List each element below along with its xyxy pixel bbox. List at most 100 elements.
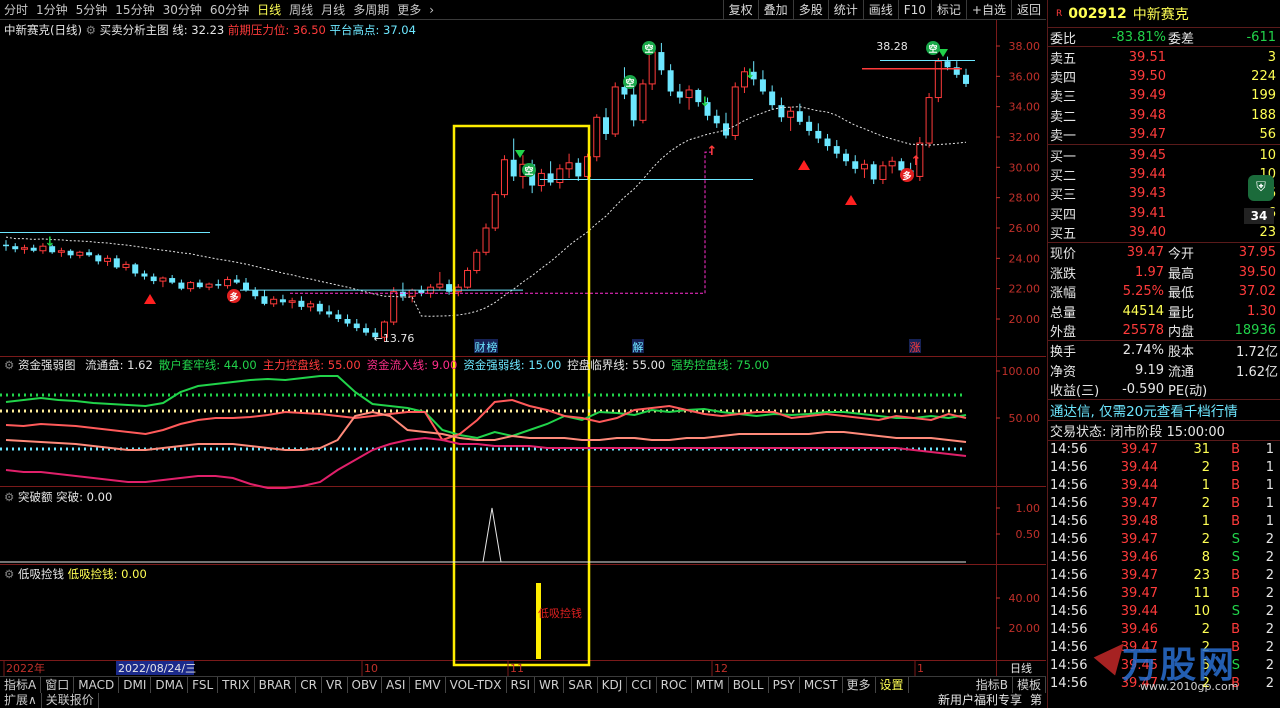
period-tab[interactable]: 15分钟 <box>115 2 155 17</box>
period-tab[interactable]: 5分钟 <box>75 2 108 17</box>
book-row[interactable]: 买一 39.45 10 <box>1050 147 1276 165</box>
indicator-tab[interactable]: VOL-TDX <box>446 677 507 693</box>
y-tick-label: 32.00 <box>1009 131 1041 144</box>
candle-body <box>704 102 711 116</box>
buy-book: 买一39.4510买二39.4410买三39.436买四39.416买五39.4… <box>1048 145 1280 244</box>
period-tab[interactable]: 周线 <box>289 2 314 17</box>
indicator-tab[interactable]: SAR <box>564 677 598 693</box>
tick-row[interactable]: 14:56 39.46 8 S 2 <box>1048 549 1280 568</box>
book-row[interactable]: 卖一 39.47 56 <box>1050 127 1276 145</box>
indicator-tab[interactable]: BOLL <box>729 677 769 693</box>
indicator-tab[interactable]: 指标A <box>0 677 42 693</box>
book-row[interactable]: 卖五 39.51 3 <box>1050 49 1276 67</box>
indicator-tab[interactable]: MTM <box>692 677 729 693</box>
tick-row[interactable]: 14:56 39.47 11 B 2 <box>1048 585 1280 604</box>
indicator-tab-right[interactable]: 模板 <box>1013 677 1046 693</box>
panel4-name[interactable]: 低吸捡钱 <box>17 567 64 581</box>
cursor-date-bg <box>116 661 194 675</box>
indicator-tab[interactable]: ASI <box>382 677 411 693</box>
settings-icon[interactable]: ⚙ <box>85 23 96 37</box>
book-row[interactable]: 卖二 39.48 188 <box>1050 107 1276 125</box>
panel2-name[interactable]: 资金强弱图 <box>17 358 76 372</box>
status-page[interactable]: 第 <box>1029 693 1042 707</box>
candle-body <box>953 67 960 75</box>
tick-row[interactable]: 14:56 39.44 2 B 1 <box>1048 459 1280 478</box>
related-quote-button[interactable]: 关联报价 <box>42 693 99 708</box>
indicator-name[interactable]: 买卖分析主图 <box>99 23 169 37</box>
candle-body <box>436 283 444 288</box>
indicator-tab-right[interactable]: 指标B <box>972 677 1013 693</box>
tick-row[interactable]: 14:56 39.47 2 S 2 <box>1048 531 1280 550</box>
period-tab[interactable]: 分时 <box>4 2 29 17</box>
toolbar-button[interactable]: 多股 <box>792 0 828 20</box>
indicator-tab[interactable]: TRIX <box>218 677 255 693</box>
expand-button[interactable]: 扩展∧ <box>0 693 42 708</box>
indicator-tab[interactable]: DMI <box>119 677 152 693</box>
book-row[interactable]: 买五 39.40 23 <box>1050 225 1276 243</box>
indicator-tab[interactable]: OBV <box>348 677 383 693</box>
indicator-tab[interactable]: BRAR <box>255 677 297 693</box>
tick-row[interactable]: 14:56 39.47 2 B 2 <box>1048 639 1280 658</box>
tick-row[interactable]: 14:56 39.44 10 S 2 <box>1048 603 1280 622</box>
toolbar-button[interactable]: 统计 <box>827 0 863 20</box>
tick-row[interactable]: 14:56 39.45 5 S 2 <box>1048 657 1280 676</box>
tick-row[interactable]: 14:56 39.47 23 B 2 <box>1048 567 1280 586</box>
toolbar-button[interactable]: +自选 <box>965 0 1011 20</box>
shield-icon[interactable]: ⛨ <box>1248 175 1274 201</box>
indicator-tab[interactable]: 更多 <box>843 677 876 693</box>
indicator-tab[interactable]: PSY <box>769 677 800 693</box>
tick-row[interactable]: 14:56 39.44 1 B 1 <box>1048 477 1280 496</box>
settings-icon[interactable]: ⚙ <box>4 358 15 372</box>
toolbar-button[interactable]: F10 <box>897 0 931 20</box>
promo-link[interactable]: 通达信, 仅需20元查看千档行情 <box>1048 400 1280 422</box>
tick-row[interactable]: 14:56 39.47 31 B 1 <box>1048 441 1280 460</box>
panel3-title: ⚙ 突破额 突破: 0.00 <box>4 489 112 505</box>
event-mark-bg <box>474 339 486 353</box>
toolbar-button[interactable]: 画线 <box>862 0 898 20</box>
period-tab[interactable]: 月线 <box>321 2 346 17</box>
toolbar-button[interactable]: 标记 <box>930 0 966 20</box>
period-tab[interactable]: 日线 <box>257 2 282 17</box>
toolbar-button[interactable]: 复权 <box>722 0 758 20</box>
candle-body <box>446 284 453 292</box>
period-tab[interactable]: 60分钟 <box>209 2 250 17</box>
tick-row[interactable]: 14:56 39.48 1 B 1 <box>1048 513 1280 532</box>
period-tab[interactable]: 更多 <box>397 2 422 17</box>
kline-chart[interactable]: 38.00 36.00 34.00 32.00 30.00 28.00 26.00 24.00… <box>0 20 1046 676</box>
panel3-name[interactable]: 突破额 <box>17 490 53 504</box>
new-user-promo[interactable]: 新用户福利专享 <box>937 693 1022 707</box>
indicator-tab[interactable]: KDJ <box>598 677 628 693</box>
indicator-tab[interactable]: ROC <box>657 677 692 693</box>
indicator-tab[interactable]: WR <box>535 677 565 693</box>
indicator-tab[interactable]: RSI <box>507 677 536 693</box>
indicator-tab[interactable]: CCI <box>627 677 657 693</box>
tick-row[interactable]: 14:56 39.47 2 B 2 <box>1048 675 1280 694</box>
tick-list[interactable]: 14:56 39.47 31 B 1 14:56 39.44 2 B 1 14:56 39.44 1 B 1… <box>1048 441 1280 694</box>
tick-row[interactable]: 14:56 39.46 2 B 2 <box>1048 621 1280 640</box>
candle-body <box>658 52 665 71</box>
signal-badge <box>900 168 914 182</box>
candle-body <box>326 311 333 315</box>
settings-icon[interactable]: ⚙ <box>4 490 15 504</box>
indicator-tab[interactable]: EMV <box>410 677 446 693</box>
book-row[interactable]: 卖三 39.49 199 <box>1050 88 1276 106</box>
indicator-tab[interactable]: DMA <box>151 677 189 693</box>
settings-icon[interactable]: ⚙ <box>4 567 15 581</box>
period-tab[interactable]: 多周期 <box>353 2 390 17</box>
indicator-tab[interactable]: 设置 <box>876 677 909 693</box>
indicator-tab[interactable]: FSL <box>188 677 219 693</box>
indicator-tab[interactable]: VR <box>322 677 348 693</box>
indicator-tab[interactable]: CR <box>296 677 322 693</box>
toolbar-button[interactable]: 叠加 <box>757 0 793 20</box>
indicator-tab[interactable]: 窗口 <box>41 677 75 693</box>
toolbar-button[interactable]: 返回 <box>1010 0 1046 20</box>
period-tab[interactable]: 1分钟 <box>36 2 68 17</box>
chevron-right-icon[interactable]: › <box>429 2 435 17</box>
indicator-tab[interactable]: MCST <box>800 677 843 693</box>
book-row[interactable]: 卖四 39.50 224 <box>1050 68 1276 86</box>
indicator-tab[interactable]: MACD <box>74 677 120 693</box>
period-tab[interactable]: 30分钟 <box>162 2 202 17</box>
tick-row[interactable]: 14:56 39.47 2 B 1 <box>1048 495 1280 514</box>
